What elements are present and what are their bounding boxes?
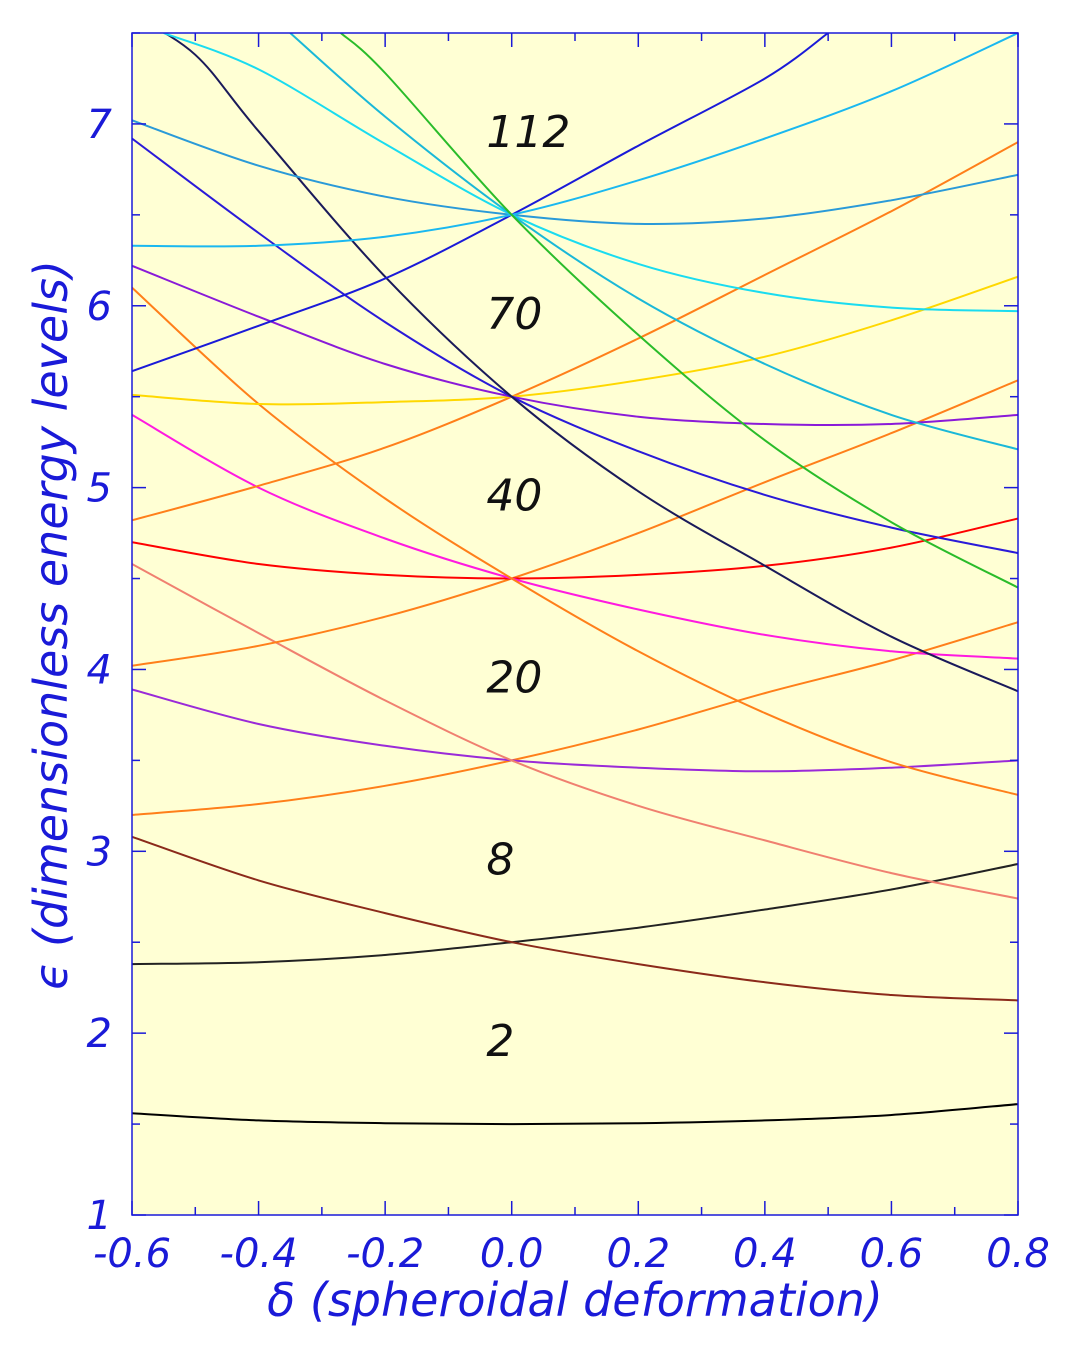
shell-label-8: 8 xyxy=(486,834,514,885)
axis-ticks: -0.6 -0.4 -0.2 0.0 0.2 0.4 0.6 0.8 1 2 3 4 5 6 7 xyxy=(87,32,1050,1277)
y-tick-label: 2 xyxy=(87,1011,112,1057)
plot-background xyxy=(132,33,1018,1215)
x-tick-label: -0.4 xyxy=(220,1231,298,1277)
series-line-10 xyxy=(132,286,1018,796)
y-axis-title: ϵ (dimensionless energy levels) xyxy=(24,260,78,990)
y-tick-label: 3 xyxy=(87,829,112,875)
series-line-20 xyxy=(289,33,1018,451)
x-tick-label: 0.8 xyxy=(986,1231,1050,1277)
series-line-8 xyxy=(132,517,1018,580)
x-tick-label: 0.0 xyxy=(480,1231,544,1277)
series-line-5 xyxy=(132,688,1018,773)
series-line-11 xyxy=(132,141,1018,522)
series-line-6 xyxy=(132,563,1018,900)
shell-label-112: 112 xyxy=(486,107,570,158)
x-tick-label: 0.4 xyxy=(733,1231,797,1277)
x-axis-title: δ (spheroidal deformation) xyxy=(267,1273,883,1327)
y-tick-label: 4 xyxy=(87,647,112,693)
series-line-9 xyxy=(132,414,1018,660)
series-line-2 xyxy=(132,863,1018,966)
series-line-15 xyxy=(162,33,1018,693)
series-layer xyxy=(132,33,1018,1126)
series-line-17 xyxy=(132,119,1018,225)
series-line-19 xyxy=(163,33,1018,313)
shell-labels: 2 8 20 40 70 112 xyxy=(486,107,570,1067)
shell-label-40: 40 xyxy=(486,471,542,522)
y-tick-label: 7 xyxy=(87,102,113,148)
shell-label-2: 2 xyxy=(486,1016,514,1067)
series-line-3 xyxy=(132,835,1018,1002)
x-tick-label: 0.2 xyxy=(606,1231,670,1277)
series-line-4 xyxy=(132,621,1018,816)
shell-label-70: 70 xyxy=(486,289,542,340)
series-line-21 xyxy=(340,33,1018,589)
series-line-14 xyxy=(132,137,1018,555)
series-line-12 xyxy=(132,275,1018,406)
x-tick-label: -0.6 xyxy=(93,1231,171,1277)
shell-label-20: 20 xyxy=(486,653,542,704)
series-line-13 xyxy=(132,264,1018,427)
series-line-1 xyxy=(132,1103,1018,1126)
series-line-7 xyxy=(132,379,1018,667)
x-tick-label: -0.2 xyxy=(346,1231,424,1277)
series-line-18 xyxy=(132,33,1018,248)
y-tick-label: 1 xyxy=(87,1193,112,1239)
y-tick-label: 5 xyxy=(87,466,112,512)
x-tick-label: 0.6 xyxy=(860,1231,924,1277)
y-tick-label: 6 xyxy=(87,284,112,330)
